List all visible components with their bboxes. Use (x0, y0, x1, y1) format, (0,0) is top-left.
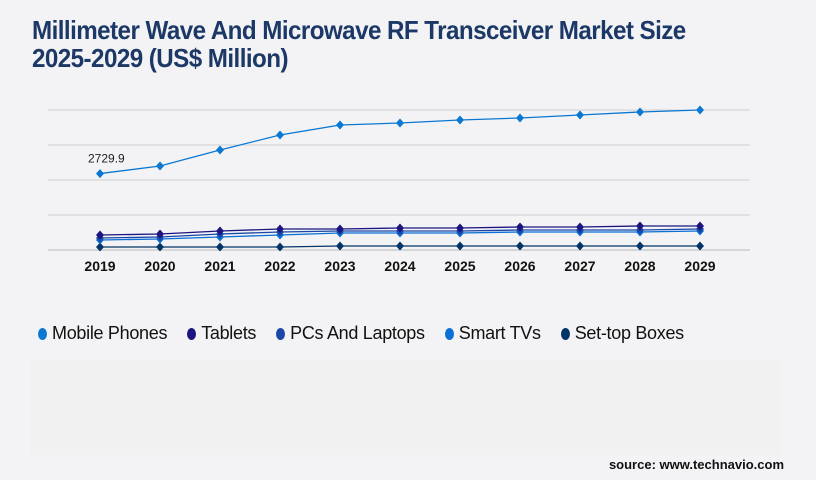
legend-label: Tablets (201, 323, 257, 343)
data-point (396, 223, 404, 233)
legend-label: PCs And Laptops (290, 323, 425, 343)
x-tick-label: 2027 (564, 258, 595, 274)
legend-marker (444, 327, 454, 340)
data-point (216, 145, 224, 155)
legend-marker (276, 327, 286, 340)
data-point (96, 230, 104, 240)
legend-item-tablets: Tablets (187, 323, 256, 344)
data-point (396, 118, 404, 128)
data-point (636, 221, 644, 231)
x-tick-label: 2024 (384, 258, 415, 274)
data-point (456, 115, 464, 125)
data-point (276, 224, 284, 234)
data-point (336, 224, 344, 234)
legend-label: Set-top Boxes (574, 323, 684, 343)
legend-item-set-top-boxes: Set-top Boxes (560, 323, 684, 344)
data-point (156, 242, 164, 252)
data-point (96, 242, 104, 252)
legend-label: Smart TVs (458, 323, 541, 343)
data-point (216, 242, 224, 252)
background-panel (30, 360, 780, 455)
chart-title: Millimeter Wave And Microwave RF Transce… (32, 15, 686, 73)
data-point (456, 241, 464, 251)
data-point (696, 105, 704, 115)
data-point (576, 241, 584, 251)
data-point (276, 242, 284, 252)
source-text: source: www.technavio.com (608, 457, 784, 472)
x-tick-label: 2020 (144, 258, 175, 274)
data-point (576, 222, 584, 232)
data-point (216, 226, 224, 236)
x-tick-label: 2025 (444, 258, 475, 274)
x-tick-label: 2028 (624, 258, 655, 274)
data-point (636, 241, 644, 251)
data-point (156, 161, 164, 171)
x-tick-label: 2026 (504, 258, 535, 274)
data-point (276, 130, 284, 140)
data-point (576, 110, 584, 120)
data-point (516, 113, 524, 123)
x-tick-label: 2023 (324, 258, 355, 274)
data-point (696, 221, 704, 231)
data-point (336, 241, 344, 251)
legend-marker (187, 327, 197, 340)
data-point (96, 169, 104, 179)
data-point (636, 107, 644, 117)
data-point (516, 222, 524, 232)
data-point (156, 229, 164, 239)
x-tick-label: 2029 (684, 258, 715, 274)
legend-item-mobile-phones: Mobile Phones (38, 323, 167, 344)
legend-item-smart-tvs: Smart TVs (444, 323, 541, 344)
data-label: 2729.9 (88, 152, 125, 166)
x-tick-label: 2021 (204, 258, 235, 274)
legend-item-pcs-and-laptops: PCs And Laptops (276, 323, 425, 344)
data-point (336, 120, 344, 130)
legend-label: Mobile Phones (52, 323, 168, 343)
legend-marker (560, 327, 570, 340)
x-tick-label: 2022 (264, 258, 295, 274)
data-point (696, 241, 704, 251)
line-chart: 2019 2020 2021 2022 2023 2024 2025 2026 2027 2028… (48, 105, 750, 274)
legend-marker (38, 327, 47, 340)
legend: Mobile Phones Tablets PCs And Laptops Sm… (38, 323, 684, 344)
data-point (456, 223, 464, 233)
data-point (396, 241, 404, 251)
data-point (516, 241, 524, 251)
x-tick-label: 2019 (84, 258, 115, 274)
